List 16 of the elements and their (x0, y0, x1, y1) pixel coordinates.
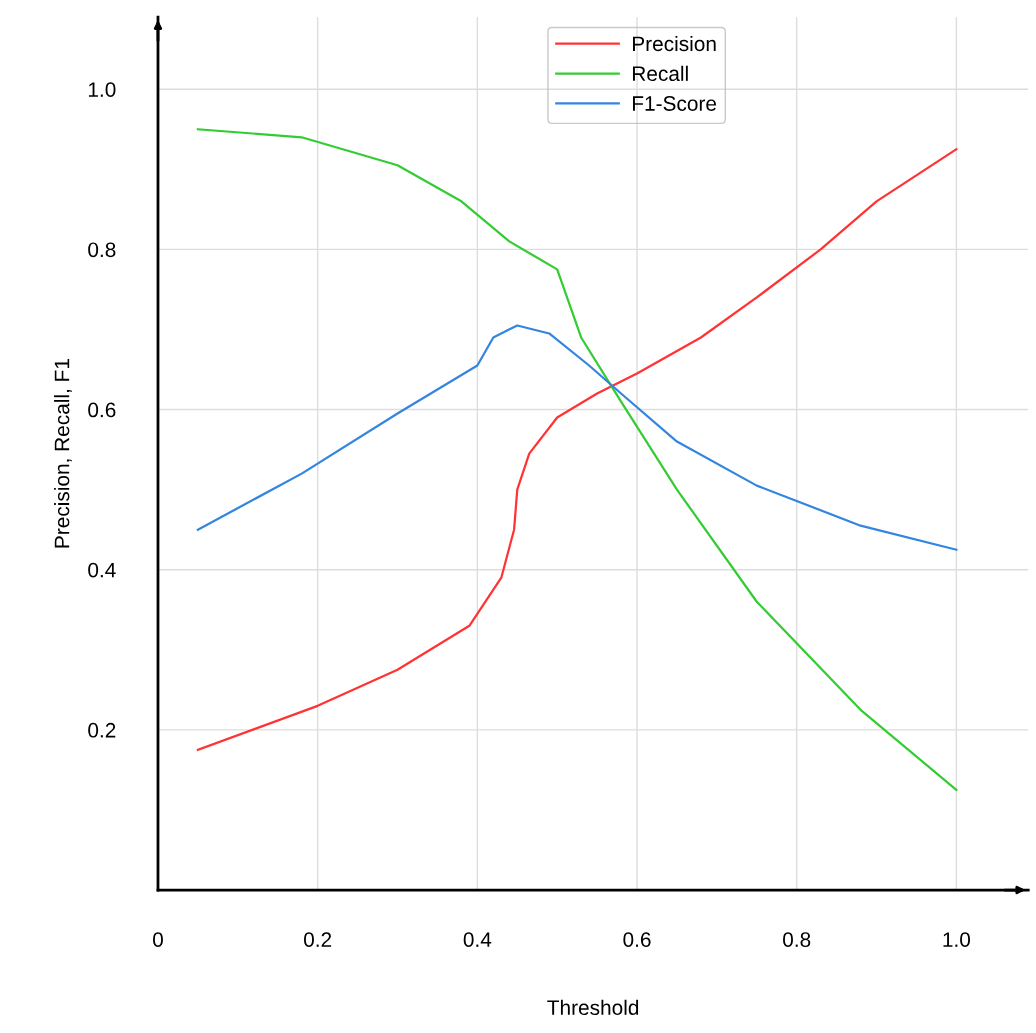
y-tick-label: 0.2 (88, 722, 116, 738)
x-tick-label: 0.2 (304, 932, 332, 947)
x-tick-label: 0.6 (623, 932, 651, 947)
y-tick-label: 0.8 (88, 242, 116, 258)
y-tick-label: 0.6 (88, 402, 116, 418)
x-tick-label: 0 (153, 932, 163, 947)
x-axis-title: Threshold (547, 999, 639, 1016)
x-tick-label: 0.4 (463, 932, 492, 947)
x-tick-label: 0.8 (783, 932, 811, 947)
y-tick-label: 1.0 (88, 82, 116, 97)
y-axis-title: Precision, Recall, F1 (54, 359, 72, 548)
legend-label: Precision (632, 35, 716, 52)
x-tick-label: 1.0 (943, 932, 971, 947)
legend-label: F1-Score (632, 96, 717, 111)
y-tick-label: 0.4 (88, 562, 116, 578)
legend-label: Recall (632, 65, 688, 82)
